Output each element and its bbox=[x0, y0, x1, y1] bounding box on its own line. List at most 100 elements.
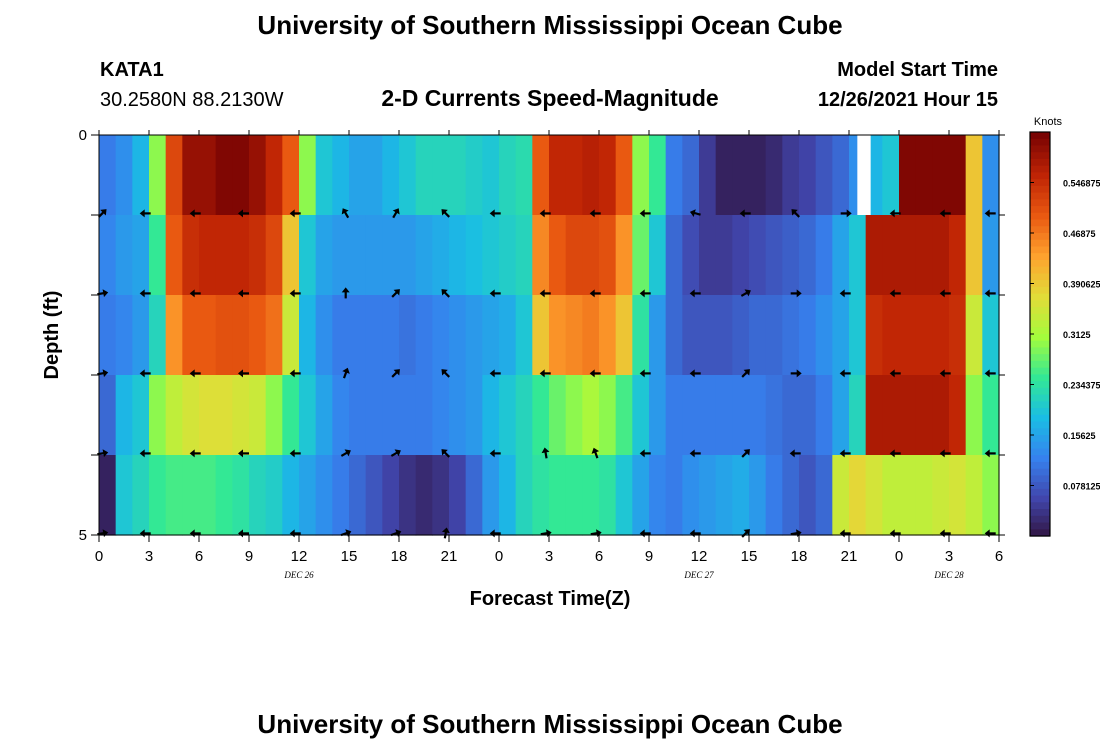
current-vector-arrow bbox=[139, 369, 151, 378]
current-vector-arrow bbox=[341, 208, 350, 219]
current-vector-arrow bbox=[741, 529, 750, 538]
current-vector-arrow bbox=[789, 449, 801, 458]
colorbar: 0.078125 0.15625 0.234375 0.3125 0.390625 0.4… bbox=[1029, 131, 1100, 537]
current-vector-arrow bbox=[639, 369, 651, 378]
heatmap-cell bbox=[582, 215, 600, 296]
heatmap-cell bbox=[499, 375, 517, 456]
vector-head bbox=[392, 208, 400, 215]
colorbar-segment bbox=[1030, 266, 1050, 274]
heatmap-cell bbox=[149, 375, 167, 456]
heatmap-cell bbox=[299, 295, 317, 376]
vector-head bbox=[344, 449, 351, 457]
x-axis: 0 3 6 9 12 15 18 21 0 3 6 9 12 15 18 21 0 3 6 DEC 26 DEC 27 D… bbox=[95, 130, 1003, 580]
colorbar-segment bbox=[1030, 522, 1050, 530]
vector-head bbox=[139, 449, 145, 458]
heatmap-cell bbox=[699, 295, 717, 376]
heatmap-cell bbox=[815, 295, 833, 376]
heatmap-cell bbox=[715, 295, 733, 376]
heatmap-cell bbox=[349, 375, 367, 456]
heatmap-cell bbox=[765, 375, 783, 456]
heatmap-cell bbox=[715, 135, 733, 216]
vector-head bbox=[744, 289, 751, 297]
heatmap-cell bbox=[749, 215, 767, 296]
current-vector-arrow bbox=[289, 289, 301, 298]
heatmap-cell bbox=[182, 375, 200, 456]
heatmap-cell bbox=[515, 455, 533, 536]
heatmap-cell bbox=[465, 455, 483, 536]
vector-head bbox=[984, 289, 990, 298]
heatmap-cell bbox=[765, 135, 783, 216]
heatmap-cell bbox=[732, 455, 750, 536]
x-tick-label: 9 bbox=[645, 548, 653, 565]
current-vector-arrow bbox=[97, 209, 107, 218]
colorbar-segment bbox=[1030, 515, 1050, 524]
current-vector-arrow bbox=[238, 289, 249, 298]
colorbar-segment bbox=[1030, 334, 1050, 342]
heatmap-cell bbox=[265, 455, 283, 536]
x-tick-label: 0 bbox=[895, 548, 903, 565]
vector-head bbox=[591, 447, 600, 454]
heatmap-cell bbox=[582, 375, 600, 456]
heatmap-cell bbox=[615, 135, 633, 216]
heatmap-cell bbox=[182, 215, 200, 296]
heatmap-cell bbox=[249, 135, 267, 216]
heatmap-cell bbox=[799, 375, 817, 456]
heatmap-cell bbox=[915, 455, 933, 536]
heatmap-cell bbox=[732, 135, 750, 216]
y-axis: 05 bbox=[79, 127, 1005, 544]
heatmap-cell bbox=[299, 215, 317, 296]
heatmap-cell bbox=[665, 295, 683, 376]
heatmap-cell bbox=[832, 295, 850, 376]
heatmap-cell bbox=[865, 295, 883, 376]
heatmap-cell bbox=[365, 215, 383, 296]
vector-head bbox=[743, 369, 750, 376]
heatmap-cell bbox=[665, 135, 683, 216]
heatmap-cell bbox=[215, 295, 233, 376]
vector-head bbox=[939, 449, 945, 458]
x-tick-label: 0 bbox=[95, 548, 103, 565]
vector-head bbox=[984, 369, 990, 378]
x-tick-label: 0 bbox=[495, 548, 503, 565]
colorbar-segment bbox=[1030, 354, 1050, 362]
heatmap-cell bbox=[215, 375, 233, 456]
heatmap-cell bbox=[399, 135, 417, 216]
heatmap-cell bbox=[699, 135, 717, 216]
current-vector-arrow bbox=[689, 449, 701, 458]
current-vector-arrow bbox=[189, 209, 201, 218]
colorbar-segment bbox=[1030, 239, 1050, 248]
heatmap-cell bbox=[832, 135, 850, 216]
heatmap-cell bbox=[665, 215, 683, 296]
vector-head bbox=[791, 209, 798, 216]
vector-head bbox=[102, 369, 109, 378]
heatmap-cell bbox=[532, 215, 550, 296]
heatmap-cell bbox=[732, 295, 750, 376]
colorbar-segment bbox=[1030, 206, 1050, 214]
colorbar-segment bbox=[1030, 401, 1050, 409]
heatmap-cell bbox=[915, 375, 933, 456]
heatmap-cell bbox=[899, 295, 917, 376]
y-tick-label: 5 bbox=[79, 527, 87, 544]
vector-head bbox=[393, 289, 400, 296]
current-vector-arrow bbox=[289, 449, 301, 458]
vector-head bbox=[889, 289, 895, 298]
current-vector-arrow bbox=[392, 208, 400, 219]
heatmap-cell bbox=[349, 215, 367, 296]
heatmap-cell bbox=[99, 375, 117, 456]
heatmap-cell bbox=[565, 375, 583, 456]
heatmap-cell bbox=[465, 215, 483, 296]
heatmap-cell bbox=[232, 295, 250, 376]
vector-head bbox=[441, 289, 448, 296]
heatmap-cell bbox=[749, 375, 767, 456]
vector-head bbox=[839, 449, 845, 458]
colorbar-segment bbox=[1030, 475, 1050, 483]
heatmap-cell bbox=[849, 455, 867, 536]
heatmap-cell bbox=[449, 135, 467, 216]
x-tick-label: 15 bbox=[741, 548, 758, 565]
colorbar-segment bbox=[1030, 158, 1050, 167]
current-vector-arrow bbox=[984, 369, 996, 378]
current-vector-arrow bbox=[489, 369, 501, 378]
heatmap-cell bbox=[782, 455, 800, 536]
vector-head bbox=[589, 289, 595, 298]
heatmap-cell bbox=[282, 215, 300, 296]
